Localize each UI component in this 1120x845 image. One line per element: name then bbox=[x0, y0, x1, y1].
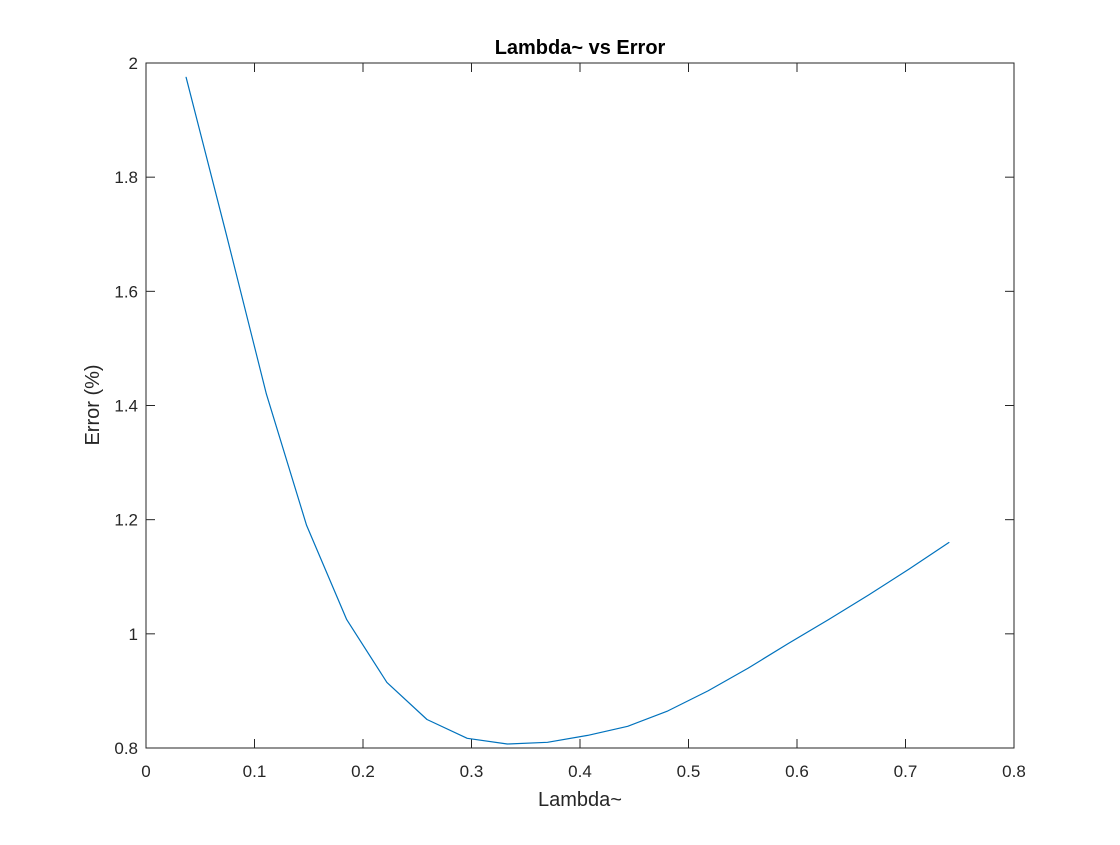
x-tick-label: 0.4 bbox=[568, 762, 592, 781]
x-tick-label: 0.3 bbox=[460, 762, 484, 781]
x-tick-label: 0.5 bbox=[677, 762, 701, 781]
series-line bbox=[185, 76, 950, 745]
y-tick-label: 1.4 bbox=[114, 397, 138, 416]
y-tick-label: 2 bbox=[129, 54, 138, 73]
axis-ticks: 0 0.1 0.2 0.3 0.4 0.5 0.6 0.7 0.8 0.8 1 1.2 1.4 1.6 1.… bbox=[114, 54, 1025, 781]
plot-area bbox=[145, 62, 1015, 749]
y-tick-label: 1.6 bbox=[114, 282, 138, 301]
y-tick-label: 1.8 bbox=[114, 168, 138, 187]
y-tick-label: 0.8 bbox=[114, 739, 138, 758]
x-tick-label: 0 bbox=[141, 762, 150, 781]
x-tick-label: 0.1 bbox=[243, 762, 267, 781]
x-tick-label: 0.6 bbox=[785, 762, 809, 781]
y-tick-label: 1 bbox=[129, 625, 138, 644]
x-tick-label: 0.7 bbox=[894, 762, 918, 781]
y-tick-label: 1.2 bbox=[114, 511, 138, 530]
x-tick-label: 0.2 bbox=[351, 762, 375, 781]
x-tick-label: 0.8 bbox=[1002, 762, 1026, 781]
chart-title: Lambda~ vs Error bbox=[495, 37, 666, 59]
x-axis-label: Lambda~ bbox=[538, 789, 622, 811]
y-axis-label: Error (%) bbox=[82, 364, 104, 445]
series-layer bbox=[185, 76, 950, 745]
